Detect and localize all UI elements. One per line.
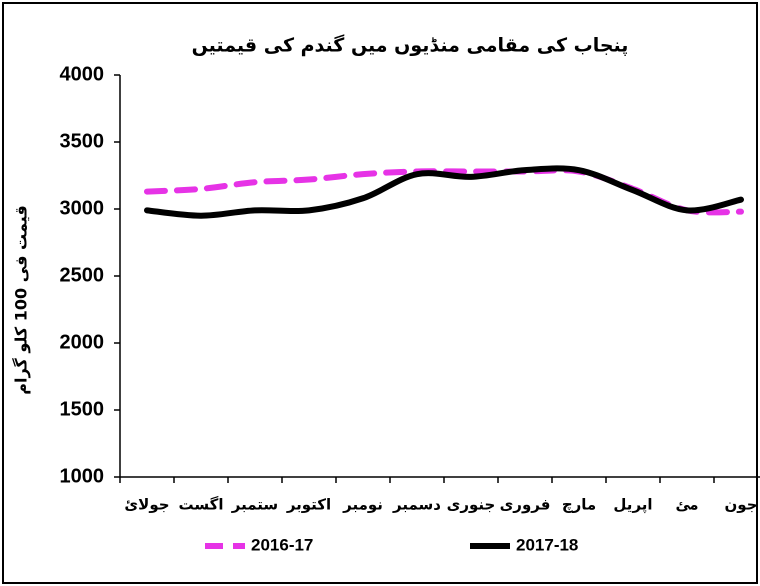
x-tick-label: دسمبر [392, 496, 441, 514]
x-tick-label: اگست [178, 496, 223, 514]
y-tick-label: 3000 [60, 197, 105, 219]
x-tick-label: جنوری [447, 496, 496, 514]
y-tick-label: 2500 [60, 264, 105, 286]
line-series [144, 165, 744, 219]
y-tick-label: 1000 [60, 465, 105, 487]
x-tick-label: فروری [500, 496, 551, 514]
x-tick-label: جون [724, 496, 757, 514]
x-tick-label: اپریل [613, 496, 652, 515]
legend-label: 2017-18 [516, 535, 578, 554]
x-tick-label: مئ [675, 496, 698, 514]
x-tick-label: اکتوبر [286, 496, 331, 514]
x-tick-label: نومبر [342, 496, 383, 514]
x-tick-label: مارچ [562, 496, 596, 514]
y-tick-label: 1500 [60, 398, 105, 420]
chart-title: پنجاب کی مقامی منڈیوں میں گندم کی قیمتیں [192, 34, 629, 57]
x-tick-label: جولائ [124, 496, 169, 514]
legend-label: 2016-17 [251, 535, 313, 554]
x-tick-label: ستمبر [231, 496, 278, 514]
y-axis-label: قیمت فی 100 کلو گرام [12, 205, 31, 394]
y-tick-label: 3500 [60, 130, 105, 152]
y-tick-label: 2000 [60, 331, 105, 353]
y-tick-label: 4000 [60, 63, 105, 85]
